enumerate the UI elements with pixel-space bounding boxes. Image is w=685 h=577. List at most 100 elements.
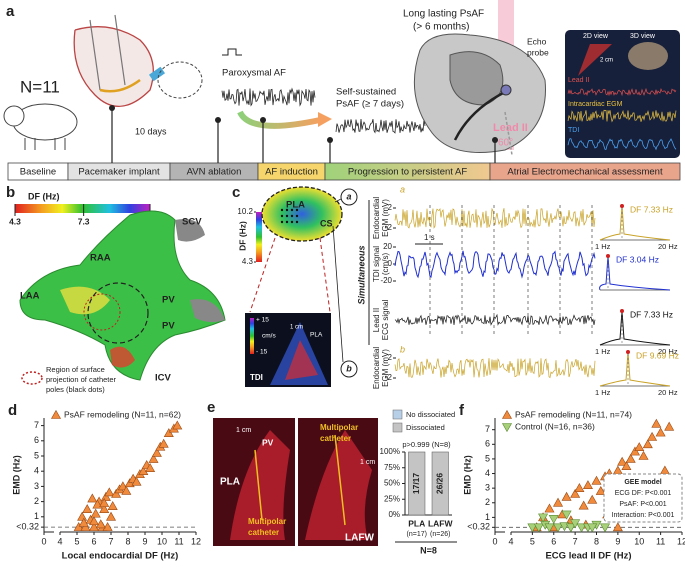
annotation: GEE model (624, 479, 661, 486)
tdi-red (285, 340, 318, 380)
annotation: p>0.999 (N=8) (402, 440, 451, 449)
label: Paroxysmal AF (222, 68, 286, 79)
label: CS (320, 218, 333, 228)
label: PLA (310, 332, 323, 339)
x-tick-label: 9 (615, 536, 620, 546)
freq-label: 20 Hz (658, 347, 678, 356)
x-tick-label: 6 (91, 536, 96, 546)
label: EGM (mV) (381, 349, 390, 387)
label: Lead II (568, 77, 589, 84)
catheter-pole (295, 220, 299, 224)
catheter-pole (285, 220, 289, 224)
catheter-tip (500, 84, 512, 96)
label: 1 cm (290, 325, 303, 331)
x-axis-label: Local endocardial DF (Hz) (62, 551, 179, 562)
colorbar-label: 4.3 (242, 257, 254, 266)
label: EGM (mV) (381, 199, 390, 237)
x-tick-label: 6 (551, 536, 556, 546)
catheter-pole (295, 208, 299, 212)
cohort: N=11 (20, 77, 60, 96)
freq-label: 20 Hz (658, 242, 678, 251)
label: DF (Hz) (237, 221, 247, 251)
heart-outline (73, 26, 154, 108)
image-label: catheter (248, 528, 279, 537)
df-peak (626, 350, 630, 354)
data-point (544, 503, 555, 513)
data-point (148, 453, 159, 463)
data-point (617, 456, 628, 466)
df-label: DF 9.69 Hz (636, 350, 679, 360)
region-label: PV (162, 295, 175, 306)
data-point (151, 447, 162, 457)
image-label: Multipolar (320, 423, 358, 432)
label: Lead II (372, 308, 381, 332)
panel-label: b (6, 184, 15, 201)
data-point (561, 510, 572, 520)
label: Self-sustained (336, 87, 396, 98)
data-point (587, 494, 598, 504)
data-point (131, 476, 142, 486)
x-tick-label: 0 (41, 536, 46, 546)
x-tick-label: 7 (108, 536, 113, 546)
x-tick-label: 8 (594, 536, 599, 546)
y-tick-label: 4 (34, 466, 39, 476)
y-tick-label: 6 (34, 435, 39, 445)
trace-marker: b (400, 344, 405, 354)
egm-trace (394, 207, 596, 229)
image-label: PV (262, 437, 274, 447)
image-label: 1 cm (236, 427, 251, 434)
data-point (172, 420, 183, 430)
y-tick-label: 25% (384, 494, 400, 503)
data-point (88, 522, 100, 531)
data-point (158, 438, 169, 448)
data-point (621, 461, 632, 471)
data-point (587, 523, 598, 533)
panel-label: d (8, 402, 17, 419)
timeline-label: Atrial Electromechanical assessment (507, 167, 663, 178)
x-tick-label: 10 (157, 536, 167, 546)
x-sublabel: (n=17) (407, 531, 427, 538)
timeline-label: Progression to persistent AF (348, 167, 468, 178)
arrow-head (318, 112, 332, 127)
data-point (612, 465, 623, 475)
data-point (77, 511, 88, 521)
data-point (591, 475, 602, 485)
catheter-pole (290, 208, 294, 212)
x-tick-label: 10 (634, 536, 644, 546)
y-axis-label: EMD (Hz) (11, 455, 21, 495)
y-axis-label: EMD (Hz) (462, 455, 472, 495)
image-label: PLA (220, 477, 240, 488)
echo-3d (628, 42, 668, 70)
y-tick-label: 3 (485, 483, 490, 493)
data-point (574, 483, 585, 492)
data-point (163, 428, 174, 437)
pacing-pulse (222, 48, 242, 56)
data-point (553, 497, 564, 507)
label: ECG signal (381, 300, 390, 341)
data-point (576, 523, 587, 533)
y-tick-label: 5 (485, 453, 490, 463)
label: 1 s (424, 233, 435, 242)
legend-label: No dissociated (406, 410, 455, 419)
region-label: RAA (90, 253, 111, 264)
x-tick-label: 0 (492, 536, 497, 546)
legend-label: PsAF remodeling (N=11, n=62) (64, 409, 181, 419)
data-point (578, 500, 589, 510)
echo-red (230, 430, 290, 540)
lead-arrow (504, 111, 513, 156)
legend-label: PsAF remodeling (N=11, n=74) (515, 409, 632, 419)
y-tick-label: 7 (34, 420, 39, 430)
stage-dot (215, 117, 221, 123)
value-label: 17/17 (411, 473, 421, 495)
y-tick-label: 7 (485, 424, 490, 434)
region-label: PV (162, 321, 175, 332)
interval: 10 days (135, 126, 167, 136)
data-point (82, 504, 93, 513)
label: (cm/s) (381, 253, 390, 276)
data-point (99, 498, 110, 507)
stage-dot (260, 117, 266, 123)
panel-label: e (207, 399, 215, 416)
data-point (659, 465, 670, 475)
atrial-map (19, 210, 226, 381)
label: TDI signal (372, 246, 381, 282)
